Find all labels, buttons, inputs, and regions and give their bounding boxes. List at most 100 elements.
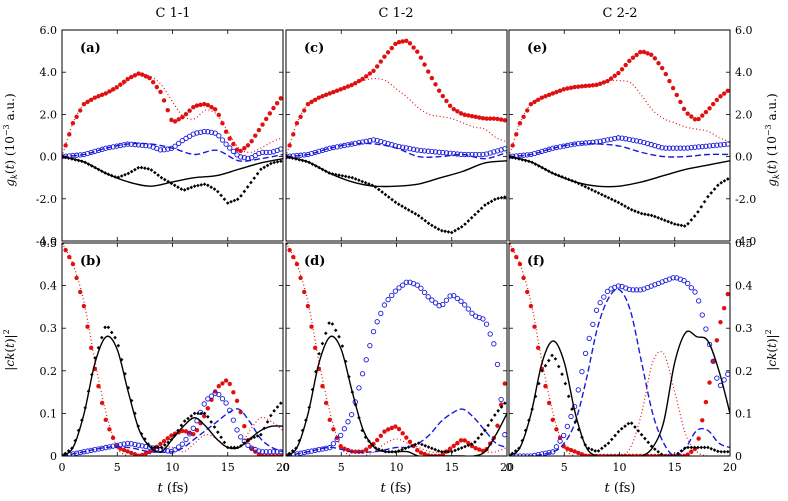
data-point: [70, 120, 76, 126]
series-black-markers: [286, 321, 507, 456]
data-point: [66, 449, 71, 453]
data-point: [619, 202, 624, 207]
data-point: [703, 326, 709, 332]
data-point: [235, 197, 240, 202]
data-point: [689, 449, 694, 454]
y-tick-label: 0.1: [735, 407, 753, 420]
data-point: [128, 141, 134, 147]
data-point: [297, 438, 302, 443]
data-point: [74, 275, 79, 281]
data-point: [454, 151, 461, 157]
data-point: [70, 446, 74, 451]
y-tick-label: 0.5: [40, 237, 58, 250]
data-point: [338, 143, 344, 149]
data-point: [149, 168, 154, 172]
series-blue-open-markers: [286, 279, 507, 456]
plot-area: [509, 243, 730, 456]
data-point: [579, 140, 585, 146]
y-tick-label: 4.0: [40, 66, 58, 79]
data-point: [287, 451, 292, 456]
data-point: [256, 448, 262, 454]
data-point: [623, 424, 627, 428]
data-point: [717, 142, 724, 148]
data-point: [196, 183, 200, 188]
data-point: [530, 407, 535, 411]
data-point: [88, 447, 94, 454]
data-point: [495, 423, 500, 428]
data-point: [451, 293, 457, 299]
data-point: [483, 321, 490, 327]
data-point: [458, 438, 464, 443]
data-point: [521, 275, 526, 281]
data-point: [659, 452, 664, 456]
data-point: [275, 160, 280, 164]
data-point: [63, 247, 68, 253]
x-tick-label: 0: [283, 461, 290, 474]
data-point: [154, 84, 160, 90]
data-point: [159, 175, 164, 180]
data-point: [382, 54, 387, 59]
column-title-c12: C 1-2: [378, 6, 413, 21]
data-point: [440, 149, 446, 156]
data-point: [629, 421, 634, 425]
data-point: [677, 145, 684, 151]
data-point: [245, 442, 251, 448]
data-point: [275, 405, 280, 409]
data-point: [663, 145, 669, 151]
data-point: [420, 442, 424, 447]
data-point: [206, 183, 210, 188]
data-point: [88, 345, 94, 350]
data-point: [603, 194, 607, 198]
data-point: [300, 158, 305, 163]
data-point: [466, 219, 471, 223]
data-point: [183, 436, 189, 443]
series-line: [509, 330, 730, 456]
data-point: [128, 441, 134, 447]
data-point: [70, 261, 76, 267]
data-point: [575, 387, 581, 393]
data-point: [307, 160, 312, 165]
data-point: [323, 400, 329, 406]
data-point: [463, 444, 467, 449]
series-black-markers: [509, 353, 730, 456]
y-tick-label: 4.0: [735, 66, 753, 79]
data-point: [231, 141, 236, 147]
data-point: [169, 438, 174, 442]
data-point: [222, 440, 227, 445]
data-point: [630, 137, 636, 143]
data-point: [345, 142, 351, 148]
data-point: [681, 278, 687, 284]
data-point: [521, 114, 526, 119]
data-point: [560, 175, 564, 179]
data-point: [579, 369, 585, 375]
data-point: [576, 84, 581, 89]
data-point: [357, 178, 361, 183]
data-point: [718, 320, 723, 325]
data-point: [308, 448, 315, 454]
series-black-solid: [62, 155, 283, 187]
data-point: [613, 433, 617, 438]
data-point: [349, 82, 354, 88]
data-point: [721, 141, 727, 148]
data-point: [561, 432, 567, 439]
data-point: [463, 222, 467, 226]
y-tick-label: 0.1: [40, 407, 58, 420]
data-point: [682, 224, 687, 228]
data-point: [319, 446, 326, 452]
data-point: [278, 401, 283, 405]
data-point: [139, 142, 145, 148]
data-point: [342, 85, 347, 91]
data-point: [440, 93, 445, 99]
data-point: [725, 291, 730, 297]
data-point: [172, 433, 177, 438]
data-point: [107, 427, 112, 432]
data-point: [570, 407, 574, 411]
data-point: [695, 298, 702, 304]
data-point: [502, 195, 507, 199]
data-point: [338, 444, 343, 449]
data-point: [180, 115, 185, 120]
data-point: [568, 447, 574, 453]
data-point: [305, 102, 311, 107]
data-point: [513, 156, 518, 160]
data-point: [260, 122, 265, 127]
